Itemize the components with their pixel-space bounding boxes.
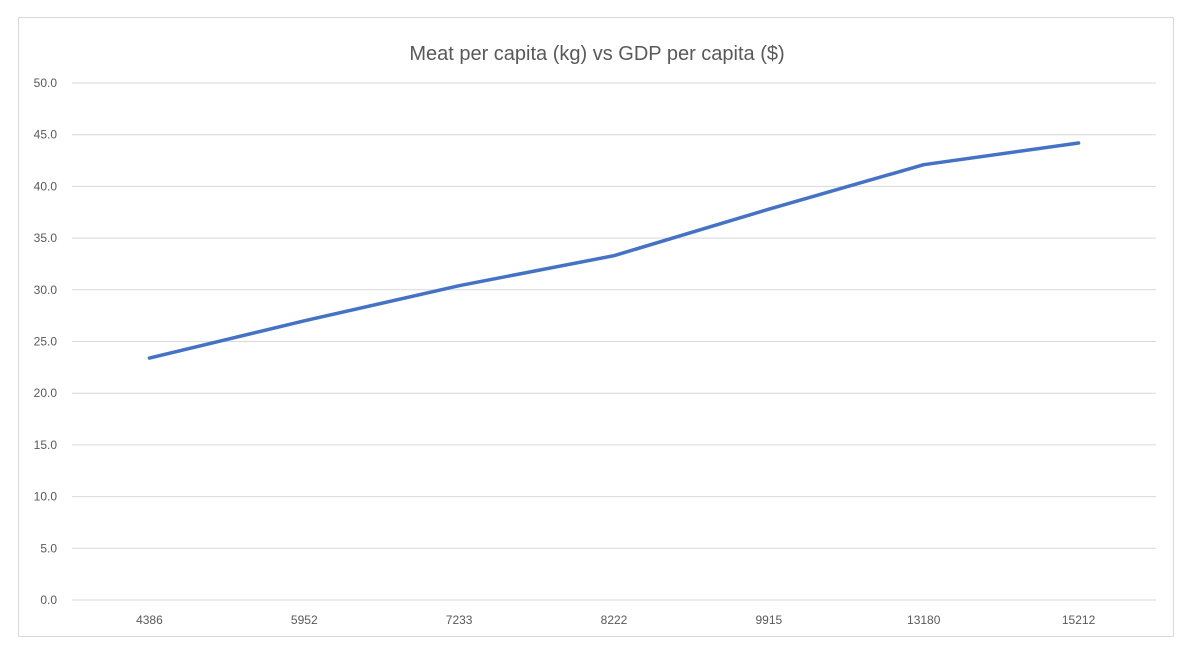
x-tick-label: 7233 <box>446 613 473 627</box>
x-tick-label: 8222 <box>601 613 628 627</box>
x-axis-tick-labels: 4386 5952 7233 8222 9915 13180 15212 <box>136 613 1096 627</box>
y-tick-label: 25.0 <box>34 335 58 349</box>
y-tick-label: 5.0 <box>40 541 57 555</box>
x-tick-label: 13180 <box>907 613 941 627</box>
series-line <box>147 141 1081 360</box>
y-tick-label: 20.0 <box>34 386 58 400</box>
x-tick-label: 15212 <box>1062 613 1096 627</box>
y-tick-label: 50.0 <box>34 76 58 90</box>
x-tick-label: 5952 <box>291 613 318 627</box>
y-tick-label: 10.0 <box>34 490 58 504</box>
y-tick-label: 30.0 <box>34 283 58 297</box>
gridlines <box>72 82 1156 601</box>
y-tick-label: 35.0 <box>34 231 58 245</box>
y-tick-label: 0.0 <box>40 593 57 607</box>
chart-title: Meat per capita (kg) vs GDP per capita (… <box>409 43 784 65</box>
y-tick-label: 45.0 <box>34 128 58 142</box>
y-tick-label: 15.0 <box>34 438 58 452</box>
x-tick-label: 9915 <box>756 613 783 627</box>
chart-frame <box>18 17 1174 637</box>
y-tick-label: 40.0 <box>34 179 58 193</box>
x-tick-label: 4386 <box>136 613 163 627</box>
y-axis-tick-labels: 0.0 5.0 10.0 15.0 20.0 25.0 30.0 35.0 40.0 45.0 50… <box>34 76 58 607</box>
series-layer <box>147 141 1081 360</box>
